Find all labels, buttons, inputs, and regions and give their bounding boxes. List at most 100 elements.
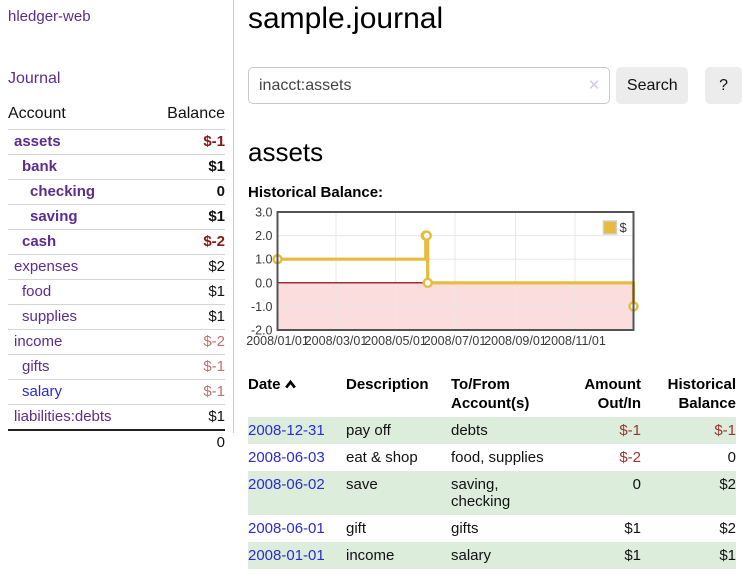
transaction-date-link[interactable]: 2008-06-03 [248,449,325,466]
description-column-header: Description [346,376,429,393]
balance-column-header: Historical Balance [667,376,736,412]
account-link[interactable]: assets [14,133,61,150]
transaction-amount: $-1 [619,422,641,439]
account-row: liabilities:debts $1 [8,404,225,431]
transaction-accounts: debts [451,422,488,439]
account-link[interactable]: cash [22,233,57,250]
transaction-date-link[interactable]: 2008-06-02 [248,476,325,493]
app-title-link[interactable]: hledger-web [8,8,91,25]
transaction-description: eat & shop [346,449,418,466]
x-axis-tick-label: 2008/09/01 [484,334,547,348]
y-axis-tick-label: 3.0 [255,206,272,220]
x-axis-tick-label: 2008/01/01 [246,334,309,348]
account-link[interactable]: income [14,333,63,350]
transaction-amount: 0 [632,476,641,493]
account-row: gifts $-1 [8,354,225,380]
account-link[interactable]: food [22,283,52,300]
account-link[interactable]: salary [22,383,63,400]
transaction-balance: $-1 [714,422,736,439]
transaction-balance: $2 [719,520,736,537]
sidebar-item-journal[interactable]: Journal [8,70,61,87]
search-bar: ✕ Search ? [248,67,742,104]
account-balance: $1 [208,283,225,300]
account-balance: $1 [208,158,225,175]
y-axis-tick-label: -1.0 [251,300,273,314]
transaction-description: pay off [346,422,391,439]
account-balance: $-1 [203,358,225,375]
transaction-amount: $1 [624,547,641,564]
account-balance: $-1 [203,133,225,150]
transaction-accounts: saving, checking [451,476,511,510]
transaction-accounts: salary [451,547,492,564]
data-point-marker [422,277,433,289]
register-row: 2008-01-01 income salary $1 $1 [248,542,736,569]
main-content: sample.journal ✕ Search ? assets Histori… [246,0,742,569]
x-axis-tick-label: 2008/03/01 [305,334,368,348]
account-row: supplies $1 [8,304,225,330]
chart-title: Historical Balance: [248,184,384,201]
amount-column-header: Amount Out/In [584,376,641,412]
transaction-date-link[interactable]: 2008-12-31 [248,422,325,439]
account-balance: $1 [208,308,225,325]
transaction-accounts: food, supplies [451,449,544,466]
transaction-balance: 0 [727,449,736,466]
account-link[interactable]: liabilities:debts [14,408,112,425]
transaction-balance: $2 [719,476,736,493]
account-row: checking 0 [8,179,225,205]
account-row: income $-2 [8,329,225,355]
account-row: food $1 [8,279,225,305]
sidebar: hledger-web Journal Account Balance asse… [0,0,234,451]
account-link[interactable]: supplies [22,308,78,325]
y-axis-tick-label: 2.0 [255,229,272,243]
transaction-description: save [346,476,378,493]
balance-column-header: Balance [167,105,225,122]
account-heading: assets [248,137,324,167]
account-link[interactable]: expenses [14,258,79,275]
sort-ascending-icon [284,376,297,395]
historical-balance-chart: $3.0 2.0 1.0 0.0 -1.0 -2.0 2008/01/01 2008/03/0… [246,206,648,351]
search-input[interactable] [248,67,611,104]
transaction-amount: $-2 [619,449,641,466]
register-row: 2008-06-03 eat & shop food, supplies $-2 0 [248,444,736,471]
account-link[interactable]: checking [30,183,96,200]
transaction-date-link[interactable]: 2008-06-01 [248,520,325,537]
x-axis-tick-label: 2008/05/01 [364,334,427,348]
y-axis-tick-label: -2.0 [251,324,273,338]
x-axis-tick-label: 2008/11/01 [544,334,606,348]
help-button[interactable]: ? [705,67,742,104]
accounts-table-header: Account Balance [8,101,225,130]
register-header-row: Date Description To/From Account(s) Amou… [248,371,736,417]
x-axis-tick-label: 2008/07/01 [424,334,487,348]
account-link[interactable]: bank [22,158,58,175]
account-row: assets $-1 [8,129,225,155]
account-link[interactable]: saving [30,208,78,225]
account-balance: $-2 [203,333,225,350]
y-axis-tick-label: 0.0 [255,276,272,290]
account-balance: $-2 [203,233,225,250]
account-column-header: Account [8,105,66,122]
account-link[interactable]: gifts [22,358,50,375]
date-column-header[interactable]: Date [248,371,346,417]
clear-search-icon[interactable]: ✕ [587,77,601,94]
accounts-table: Account Balance assets $-1 bank $1 checking 0… [8,101,225,455]
account-balance: 0 [216,183,225,200]
page-title: sample.journal [248,2,444,35]
register-row: 2008-06-02 save saving, checking 0 $2 [248,471,736,515]
register-table: Date Description To/From Account(s) Amou… [248,371,736,569]
register-row: 2008-06-01 gift gifts $1 $2 [248,515,736,542]
search-button[interactable]: Search [616,67,689,104]
register-row: 2008-12-31 pay off debts $-1 $-1 [248,417,736,444]
chart-canvas: $3.0 2.0 1.0 0.0 -1.0 -2.02008/01/012008/03/0… [246,206,639,348]
legend-swatch [602,220,618,235]
y-axis-tick-label: 1.0 [255,253,272,267]
transaction-amount: $1 [624,520,641,537]
transaction-date-link[interactable]: 2008-01-01 [248,547,325,564]
transaction-description: income [346,547,395,564]
chart-frame [276,211,635,331]
account-row: cash $-2 [8,229,225,255]
account-balance: $-1 [203,383,225,400]
account-balance: $1 [208,408,225,425]
account-row: expenses $2 [8,254,225,280]
transaction-description: gift [346,520,367,537]
transaction-balance: $1 [719,547,736,564]
